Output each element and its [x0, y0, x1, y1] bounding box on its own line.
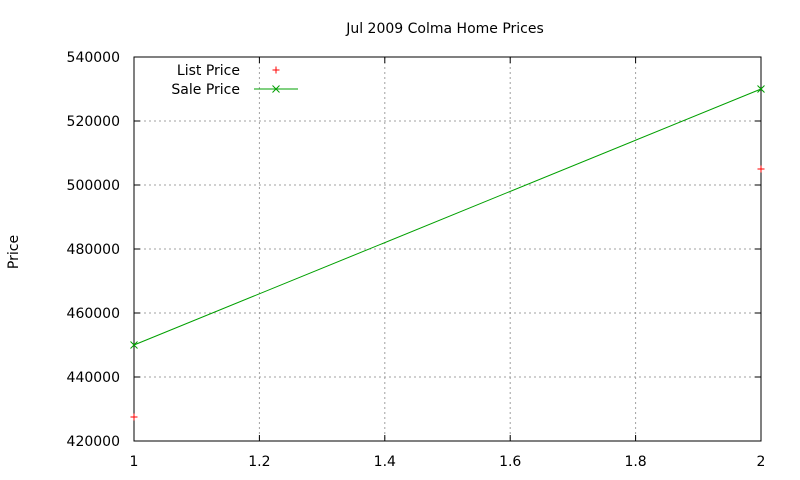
- list-price-point: [130, 413, 138, 421]
- x-tick-label: 2: [757, 454, 766, 470]
- sale-price-point: [757, 85, 765, 93]
- chart-title: Jul 2009 Colma Home Prices: [345, 21, 544, 37]
- y-tick-label: 520000: [67, 114, 120, 130]
- x-tick-label: 1.6: [499, 454, 521, 470]
- marker-stroke: [757, 85, 765, 93]
- x-tick-label: 1.4: [374, 454, 396, 470]
- y-axis-label: Price: [6, 235, 22, 269]
- list-price-point: [757, 165, 765, 173]
- y-tick-label: 480000: [67, 242, 120, 258]
- sale-price-point: [130, 341, 138, 349]
- marker-stroke: [272, 85, 280, 93]
- y-tick-label: 440000: [67, 370, 120, 386]
- legend-marker-list-price: [272, 66, 280, 74]
- y-tick-label: 540000: [67, 50, 120, 66]
- y-tick-label: 500000: [67, 178, 120, 194]
- y-tick-label: 460000: [67, 306, 120, 322]
- legend-marker-sale-price: [272, 85, 280, 93]
- x-tick-label: 1: [130, 454, 139, 470]
- grid: [134, 57, 761, 441]
- x-tick-label: 1.2: [248, 454, 270, 470]
- legend: List Price Sale Price: [171, 63, 298, 98]
- legend-label-sale-price: Sale Price: [171, 82, 240, 98]
- plot-frame: [133, 56, 762, 442]
- y-tick-label: 420000: [67, 434, 120, 450]
- legend-label-list-price: List Price: [177, 63, 240, 79]
- series-layer: [130, 85, 765, 421]
- marker-stroke: [130, 341, 138, 349]
- y-axis: 420000 440000 460000 480000 500000 520000 5400…: [67, 50, 761, 450]
- x-axis: 1 1.2 1.4 1.6 1.8 2: [130, 57, 766, 470]
- sale-price-line: [133, 88, 762, 346]
- x-tick-label: 1.8: [624, 454, 646, 470]
